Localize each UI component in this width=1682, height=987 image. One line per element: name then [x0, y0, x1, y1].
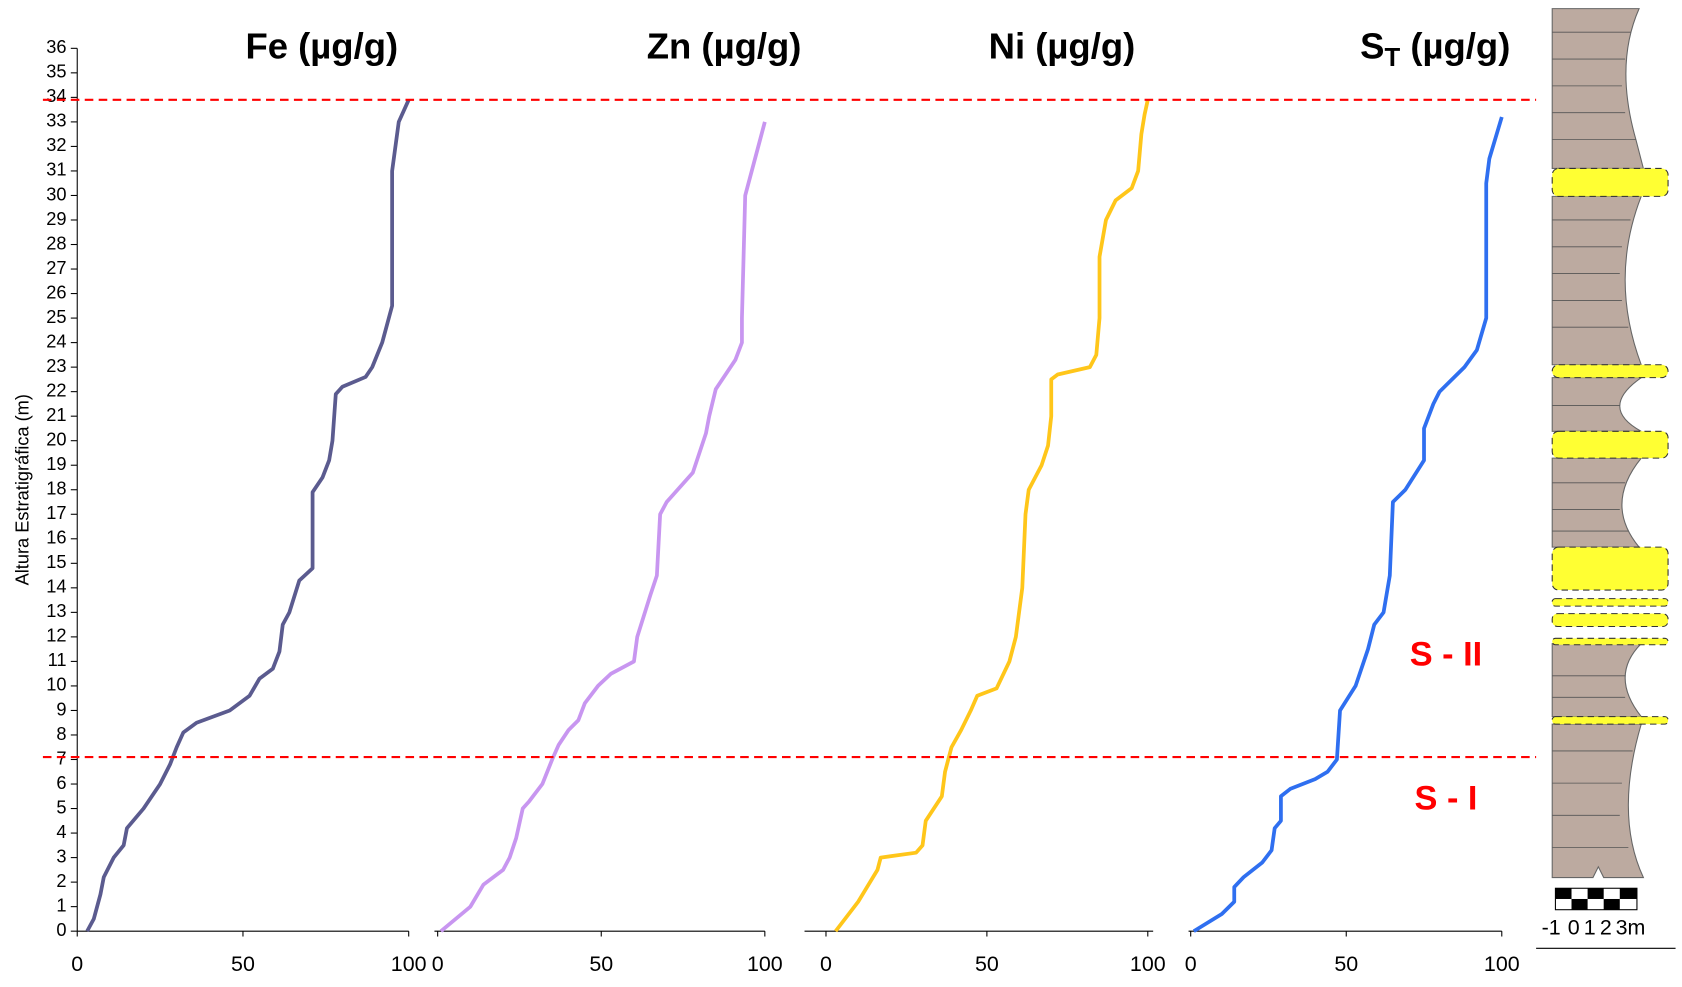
y-tick-label: 24 [46, 330, 66, 351]
y-tick-label: 0 [56, 919, 66, 940]
y-tick-label: 18 [46, 478, 66, 499]
x-tick-label: 0 [432, 952, 444, 976]
scale-label: 0 [1568, 916, 1580, 940]
y-tick-label: 13 [46, 600, 66, 621]
title-part: Zn (µg/g) [647, 25, 802, 66]
y-tick-label: 5 [56, 796, 66, 817]
y-tick-label: 31 [46, 159, 66, 180]
title-part: Ni (µg/g) [989, 25, 1136, 66]
y-tick-label: 23 [46, 355, 66, 376]
y-tick-label: 6 [56, 772, 66, 793]
y-tick-label: 2 [56, 870, 66, 891]
x-tick-label: 0 [1185, 952, 1197, 976]
y-tick-label: 25 [46, 306, 66, 327]
y-tick-label: 14 [46, 576, 66, 597]
y-tick-label: 12 [46, 625, 66, 646]
x-tick-label: 50 [1334, 952, 1358, 976]
scale-label: 1 [1584, 916, 1596, 940]
scale-label: 2 [1600, 916, 1612, 940]
title-part: T [1385, 44, 1401, 72]
y-tick-label: 29 [46, 208, 66, 229]
x-tick-label: 50 [231, 952, 255, 976]
x-tick-label: 50 [589, 952, 613, 976]
y-tick-label: 34 [46, 85, 66, 106]
y-tick-label: 30 [46, 183, 66, 204]
data-line [439, 121, 767, 933]
y-tick-label: 20 [46, 429, 66, 450]
panel-title: Ni (µg/g) [989, 25, 1136, 66]
data-line [85, 99, 411, 933]
y-tick-label: 1 [56, 894, 66, 915]
segment-label: S - II [1410, 636, 1482, 674]
y-tick-label: 32 [46, 134, 66, 155]
scale-label: -1 [1542, 916, 1561, 940]
y-tick-label: 4 [56, 821, 66, 842]
x-tick-label: 100 [1130, 952, 1166, 976]
y-tick-label: 27 [46, 257, 66, 278]
y-tick-label: 35 [46, 61, 66, 82]
y-tick-label: 9 [56, 698, 66, 719]
x-tick-label: 0 [820, 952, 832, 976]
y-tick-label: 16 [46, 527, 66, 548]
y-tick-label: 26 [46, 281, 66, 302]
scale-label: 3m [1616, 916, 1646, 940]
x-tick-label: 100 [1484, 952, 1520, 976]
y-tick-label: 21 [46, 404, 66, 425]
y-tick-label: 28 [46, 232, 66, 253]
x-tick-label: 50 [975, 952, 999, 976]
title-part: S [1360, 25, 1384, 66]
y-tick-label: 10 [46, 674, 66, 695]
data-line [834, 99, 1150, 933]
y-tick-label: 19 [46, 453, 66, 474]
lithology-column [1536, 8, 1676, 949]
y-tick-label: 36 [46, 36, 66, 57]
y-tick-label: 8 [56, 723, 66, 744]
x-tick-label: 100 [747, 952, 783, 976]
y-tick-label: 33 [46, 110, 66, 131]
segment-label: S - I [1415, 779, 1478, 817]
y-tick-label: 17 [46, 502, 66, 523]
title-part: (µg/g) [1400, 25, 1510, 66]
y-tick-label: 22 [46, 379, 66, 400]
panel-title: Zn (µg/g) [647, 25, 802, 66]
y-tick-label: 3 [56, 845, 66, 866]
y-axis-label: Altura Estratigráfica (m) [11, 394, 32, 585]
panel-title: ST (µg/g) [1360, 25, 1510, 72]
data-line [1192, 116, 1504, 933]
y-tick-label: 15 [46, 551, 66, 572]
panel-title: Fe (µg/g) [245, 25, 398, 66]
x-tick-label: 100 [391, 952, 427, 976]
y-tick-label: 11 [48, 649, 67, 670]
x-tick-label: 0 [71, 952, 83, 976]
title-part: Fe (µg/g) [245, 25, 398, 66]
